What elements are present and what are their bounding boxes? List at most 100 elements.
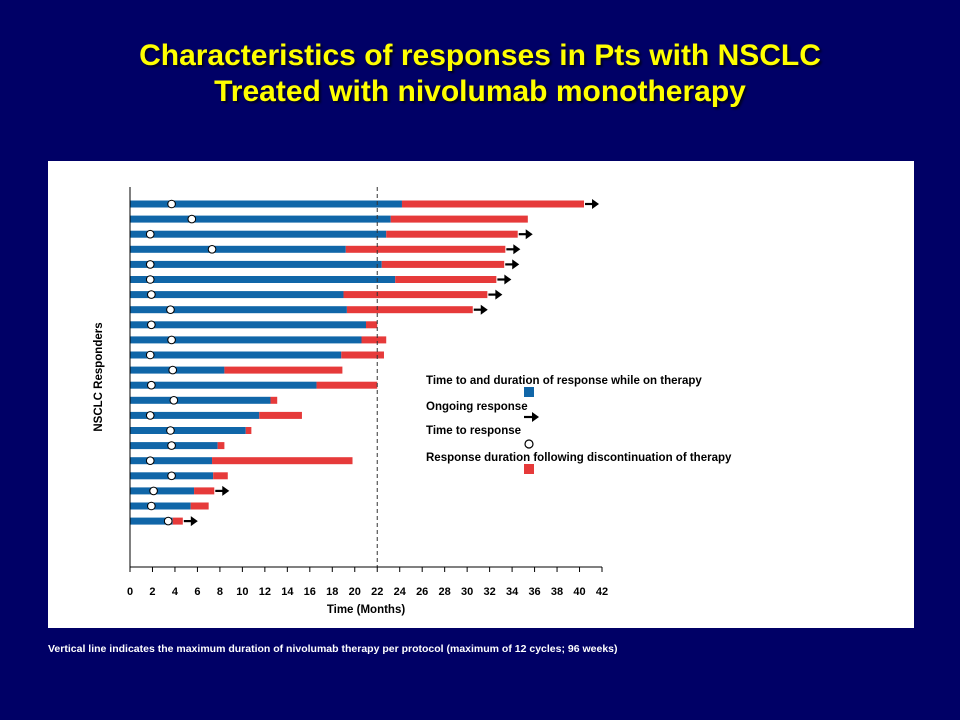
bar-on-therapy: [130, 245, 346, 253]
time-to-response-marker: [145, 260, 155, 269]
legend-time-to-response-label: Time to response: [426, 425, 521, 437]
bar-on-therapy: [130, 321, 366, 329]
legend-after-discontinuation-swatch: [524, 464, 534, 474]
bar-after-discontinuation: [270, 396, 278, 404]
x-tick-label: 38: [551, 586, 563, 598]
ongoing-arrow-head: [495, 289, 503, 300]
x-tick-label: 22: [371, 586, 383, 598]
time-to-response-marker: [145, 275, 155, 284]
legend-after-discontinuation-label: Response duration following discontinuat…: [426, 452, 732, 464]
title-line-1: Characteristics of responses in Pts with…: [139, 39, 821, 72]
time-to-response-marker: [166, 426, 175, 435]
time-to-response-marker: [145, 350, 155, 360]
bar-on-therapy: [130, 200, 402, 208]
x-tick-label: 2: [149, 586, 155, 598]
ongoing-arrow-head: [480, 304, 488, 315]
bar-on-therapy: [130, 291, 344, 299]
bar-on-therapy: [130, 230, 387, 238]
bar-after-discontinuation: [224, 366, 343, 374]
bar-on-therapy: [130, 487, 195, 495]
bar-after-discontinuation: [386, 230, 518, 238]
time-to-response-marker: [166, 305, 175, 314]
x-tick-label: 8: [217, 586, 223, 598]
bar-on-therapy: [130, 215, 391, 223]
bar-after-discontinuation: [361, 336, 387, 344]
x-tick-label: 6: [194, 586, 200, 598]
bar-after-discontinuation: [346, 306, 473, 314]
x-tick-label: 32: [483, 586, 495, 598]
bar-after-discontinuation: [194, 487, 215, 495]
bar-after-discontinuation: [381, 260, 505, 268]
ongoing-arrow-head: [512, 259, 520, 270]
time-to-response-marker: [167, 335, 176, 345]
time-to-response-marker: [147, 380, 156, 390]
bar-on-therapy: [130, 306, 347, 314]
x-tick-label: 30: [461, 586, 473, 598]
x-tick-label: 4: [172, 586, 179, 598]
time-to-response-marker: [145, 229, 155, 239]
time-to-response-marker: [167, 471, 176, 481]
bar-on-therapy: [130, 427, 246, 434]
swimmer-chart: 0 2 4 6 8 10 12 14 16 18 20 22 24 26 28 30 32 34 36 38 40 42T…: [93, 187, 732, 616]
bar-after-discontinuation: [366, 321, 378, 329]
time-to-response-marker: [145, 456, 155, 466]
time-to-response-marker: [169, 396, 179, 405]
bar-after-discontinuation: [395, 276, 497, 283]
time-to-response-marker: [147, 501, 156, 511]
bars-layer: [130, 199, 600, 527]
time-to-response-marker: [145, 411, 155, 420]
x-tick-label: 18: [326, 586, 338, 598]
axis-layer: 0 2 4 6 8 10 12 14 16 18 20 22 24 26 28 30 32 34 36 38 40 42T…: [93, 187, 608, 616]
x-tick-label: 24: [394, 586, 407, 598]
bar-on-therapy: [130, 396, 271, 404]
x-tick-label: 0: [127, 586, 133, 598]
bar-on-therapy: [130, 260, 382, 268]
time-to-response-marker: [187, 214, 197, 224]
time-to-response-marker: [207, 245, 217, 254]
legend-ongoing-label: Ongoing response: [426, 401, 528, 413]
x-tick-label: 42: [596, 586, 608, 598]
legend-ongoing-arrow-head: [532, 412, 539, 422]
bar-on-therapy: [130, 411, 260, 419]
bar-after-discontinuation: [217, 442, 225, 450]
title-line-2: Treated with nivolumab monotherapy: [214, 75, 746, 108]
time-to-response-marker: [167, 199, 176, 209]
x-tick-label: 34: [506, 586, 519, 598]
bar-after-discontinuation: [172, 517, 183, 525]
ongoing-arrow-head: [525, 229, 533, 240]
bar-on-therapy: [130, 502, 191, 510]
legend-on-therapy-swatch: [524, 387, 534, 397]
bar-after-discontinuation: [345, 245, 506, 253]
x-axis-label: Time (Months): [327, 604, 406, 616]
slide-title: Characteristics of responses in Pts with…: [0, 38, 960, 110]
bar-on-therapy: [130, 351, 342, 359]
x-tick-label: 40: [573, 586, 585, 598]
bar-after-discontinuation: [390, 215, 528, 223]
time-to-response-marker: [149, 486, 158, 496]
time-to-response-marker: [147, 320, 156, 330]
time-to-response-marker: [147, 290, 156, 299]
bar-after-discontinuation: [190, 502, 209, 510]
bar-on-therapy: [130, 276, 396, 283]
time-to-response-marker: [168, 365, 178, 375]
bar-after-discontinuation: [259, 411, 302, 419]
x-tick-label: 12: [259, 586, 271, 598]
bar-after-discontinuation: [212, 457, 353, 465]
x-tick-label: 16: [304, 586, 316, 598]
ongoing-arrow-head: [222, 485, 230, 496]
bar-on-therapy: [130, 517, 173, 525]
ongoing-arrow-head: [513, 244, 521, 255]
x-tick-label: 26: [416, 586, 428, 598]
ongoing-arrow-head: [504, 274, 512, 285]
bar-after-discontinuation: [213, 472, 228, 480]
ongoing-arrow-head: [190, 516, 198, 527]
bar-after-discontinuation: [245, 427, 252, 434]
bar-on-therapy: [130, 457, 213, 465]
legend-on-therapy-label: Time to and duration of response while o…: [426, 375, 702, 387]
legend-time-to-response-marker: [524, 439, 534, 449]
bar-on-therapy: [130, 381, 317, 389]
chart-panel: 0 2 4 6 8 10 12 14 16 18 20 22 24 26 28 30 32 34 36 38 40 42 T…: [48, 161, 914, 628]
bar-on-therapy: [130, 366, 225, 374]
ongoing-arrow-head: [592, 199, 600, 209]
x-tick-label: 36: [528, 586, 540, 598]
